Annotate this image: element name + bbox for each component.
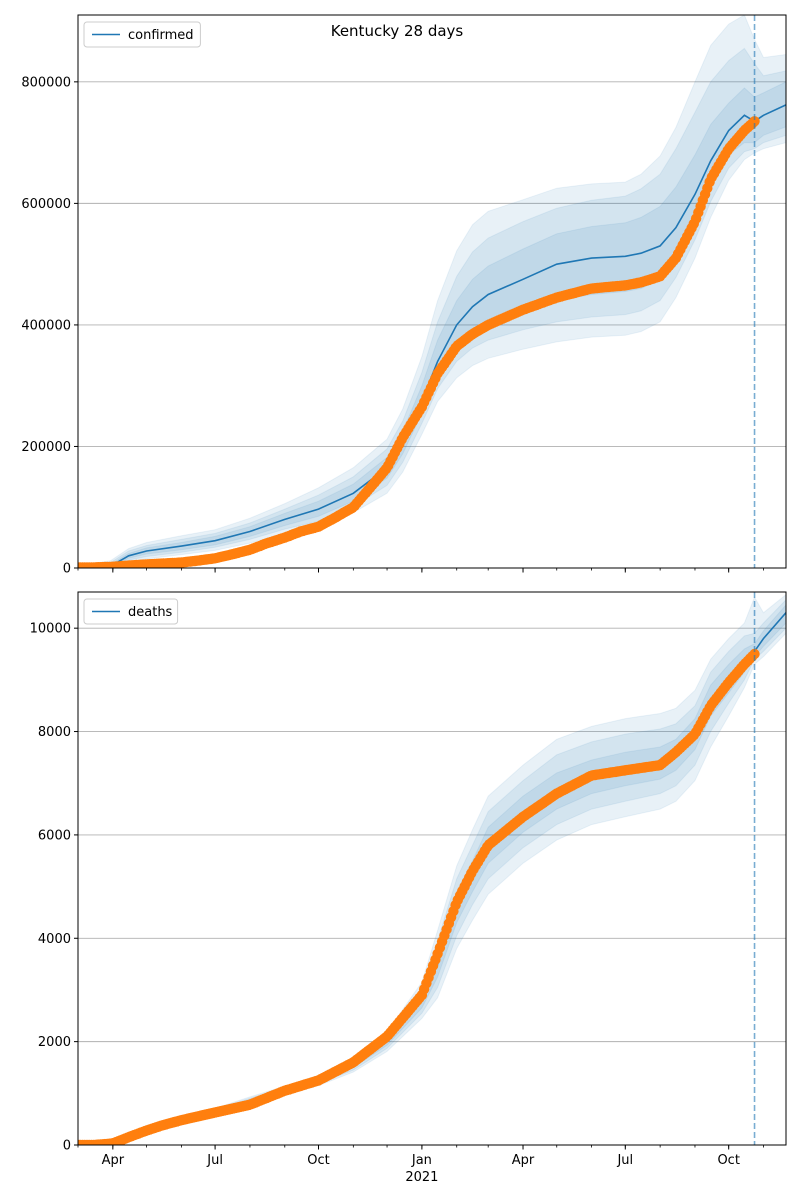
y-gridlines [78, 81, 786, 447]
x-tick-label: Jan [411, 1153, 432, 1168]
y-tick-label: 800000 [21, 75, 71, 90]
y-tick-label: 4000 [38, 932, 71, 947]
y-tick-label: 8000 [38, 725, 71, 740]
observed-series [78, 116, 760, 568]
x-tick-label: Jul [206, 1153, 223, 1168]
x-tick-label: Jul [616, 1153, 633, 1168]
uncertainty-band-middle [78, 599, 786, 1145]
observed-series [78, 648, 760, 1145]
y-tick-label: 600000 [21, 197, 71, 212]
legend: confirmed [83, 21, 201, 48]
y-tick-label: 10000 [30, 622, 71, 637]
y-tick-label: 2000 [38, 1035, 71, 1050]
y-tick-label: 0 [63, 562, 71, 577]
legend-label: deaths [128, 605, 173, 620]
legend-box [83, 598, 179, 625]
deaths-panel: 0 2000 4000 6000 8000 10000 Apr Jul Oct Jan Apr Jul… [30, 591, 787, 1185]
figure-title: Kentucky 28 days [331, 22, 464, 40]
axes-frame [77, 591, 787, 1146]
model-series-line [78, 612, 786, 1145]
observed-point [749, 648, 760, 660]
x-tick-label: Oct [307, 1153, 329, 1168]
x-tick-label: Apr [102, 1153, 125, 1168]
x-year-label: 2021 [405, 1170, 438, 1185]
y-tick-label: 6000 [38, 828, 71, 843]
confirmed-panel: 0 200000 400000 600000 800000 confirmed [21, 14, 787, 577]
y-tick-label: 200000 [21, 440, 71, 455]
y-gridlines [78, 627, 786, 1043]
observed-point [749, 116, 760, 127]
uncertainty-band-outer [78, 593, 786, 1145]
y-tick-label: 0 [63, 1139, 71, 1154]
legend-label: confirmed [128, 28, 194, 43]
plot-area [78, 593, 786, 1145]
x-tick-label: Apr [512, 1153, 535, 1168]
model-series-line [78, 104, 786, 568]
legend: deaths [83, 598, 179, 625]
y-tick-label: 400000 [21, 318, 71, 333]
legend-box [83, 21, 201, 48]
uncertainty-band-inner [78, 604, 786, 1145]
uncertainty-band-outer [78, 15, 786, 568]
axes-frame [77, 14, 787, 569]
x-tick-label: Oct [717, 1153, 739, 1168]
plot-area [78, 15, 786, 568]
